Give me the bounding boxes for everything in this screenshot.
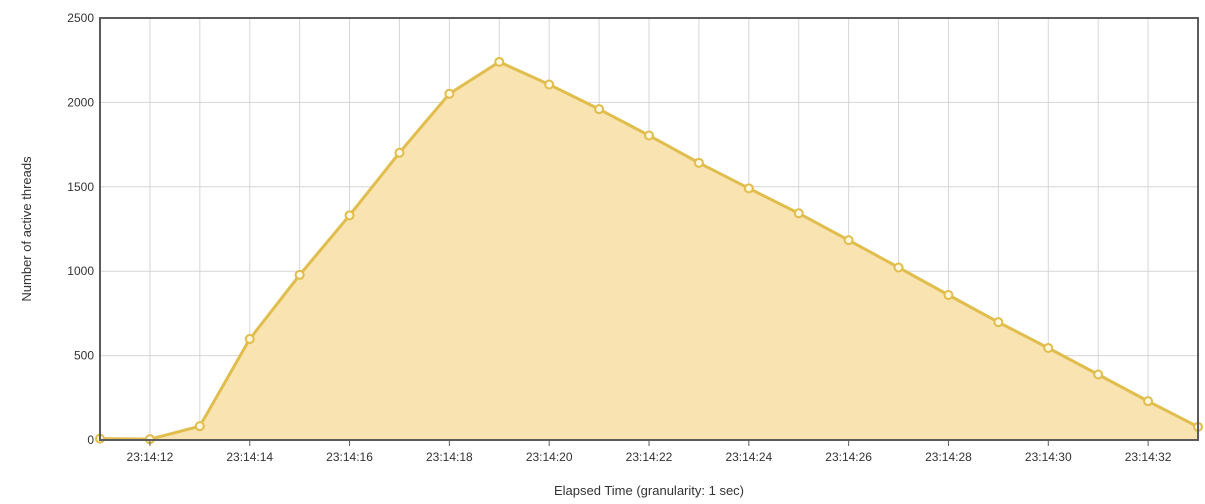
data-point[interactable]: [444, 88, 455, 99]
x-tick-label: 23:14:22: [626, 450, 673, 464]
data-point[interactable]: [244, 334, 255, 345]
y-axis-label: Number of active threads: [19, 156, 34, 302]
data-point[interactable]: [294, 269, 305, 280]
y-tick-label: 1500: [67, 180, 94, 194]
data-point[interactable]: [843, 235, 854, 246]
area-fill: [100, 61, 1198, 440]
data-point[interactable]: [594, 104, 605, 115]
y-tick-label: 1000: [67, 264, 94, 278]
data-point[interactable]: [943, 290, 954, 301]
x-tick-label: 23:14:20: [526, 450, 573, 464]
x-tick-label: 23:14:30: [1025, 450, 1072, 464]
x-tick-label: 23:14:24: [725, 450, 772, 464]
data-point[interactable]: [693, 157, 704, 168]
x-tick-label: 23:14:12: [127, 450, 174, 464]
data-point[interactable]: [743, 183, 754, 194]
y-tick-label: 2000: [67, 95, 94, 109]
x-tick-label: 23:14:16: [326, 450, 373, 464]
data-point[interactable]: [544, 79, 555, 90]
x-tick-label: 23:14:18: [426, 450, 473, 464]
data-point[interactable]: [1043, 343, 1054, 354]
data-point[interactable]: [494, 56, 505, 67]
x-tick-label: 23:14:14: [226, 450, 273, 464]
x-axis-label: Elapsed Time (granularity: 1 sec): [554, 483, 744, 498]
x-tick-label: 23:14:32: [1125, 450, 1172, 464]
data-point[interactable]: [394, 147, 405, 158]
data-point[interactable]: [1143, 396, 1154, 407]
y-tick-label: 0: [87, 433, 94, 447]
x-tick-label: 23:14:26: [825, 450, 872, 464]
data-point[interactable]: [644, 130, 654, 141]
data-point[interactable]: [893, 262, 904, 273]
data-point[interactable]: [993, 317, 1004, 328]
data-point[interactable]: [1093, 369, 1104, 380]
data-point[interactable]: [194, 421, 205, 432]
data-point[interactable]: [793, 208, 804, 219]
y-tick-label: 500: [74, 349, 94, 363]
x-tick-label: 23:14:28: [925, 450, 972, 464]
data-point[interactable]: [344, 210, 355, 221]
y-tick-label: 2500: [67, 11, 94, 25]
